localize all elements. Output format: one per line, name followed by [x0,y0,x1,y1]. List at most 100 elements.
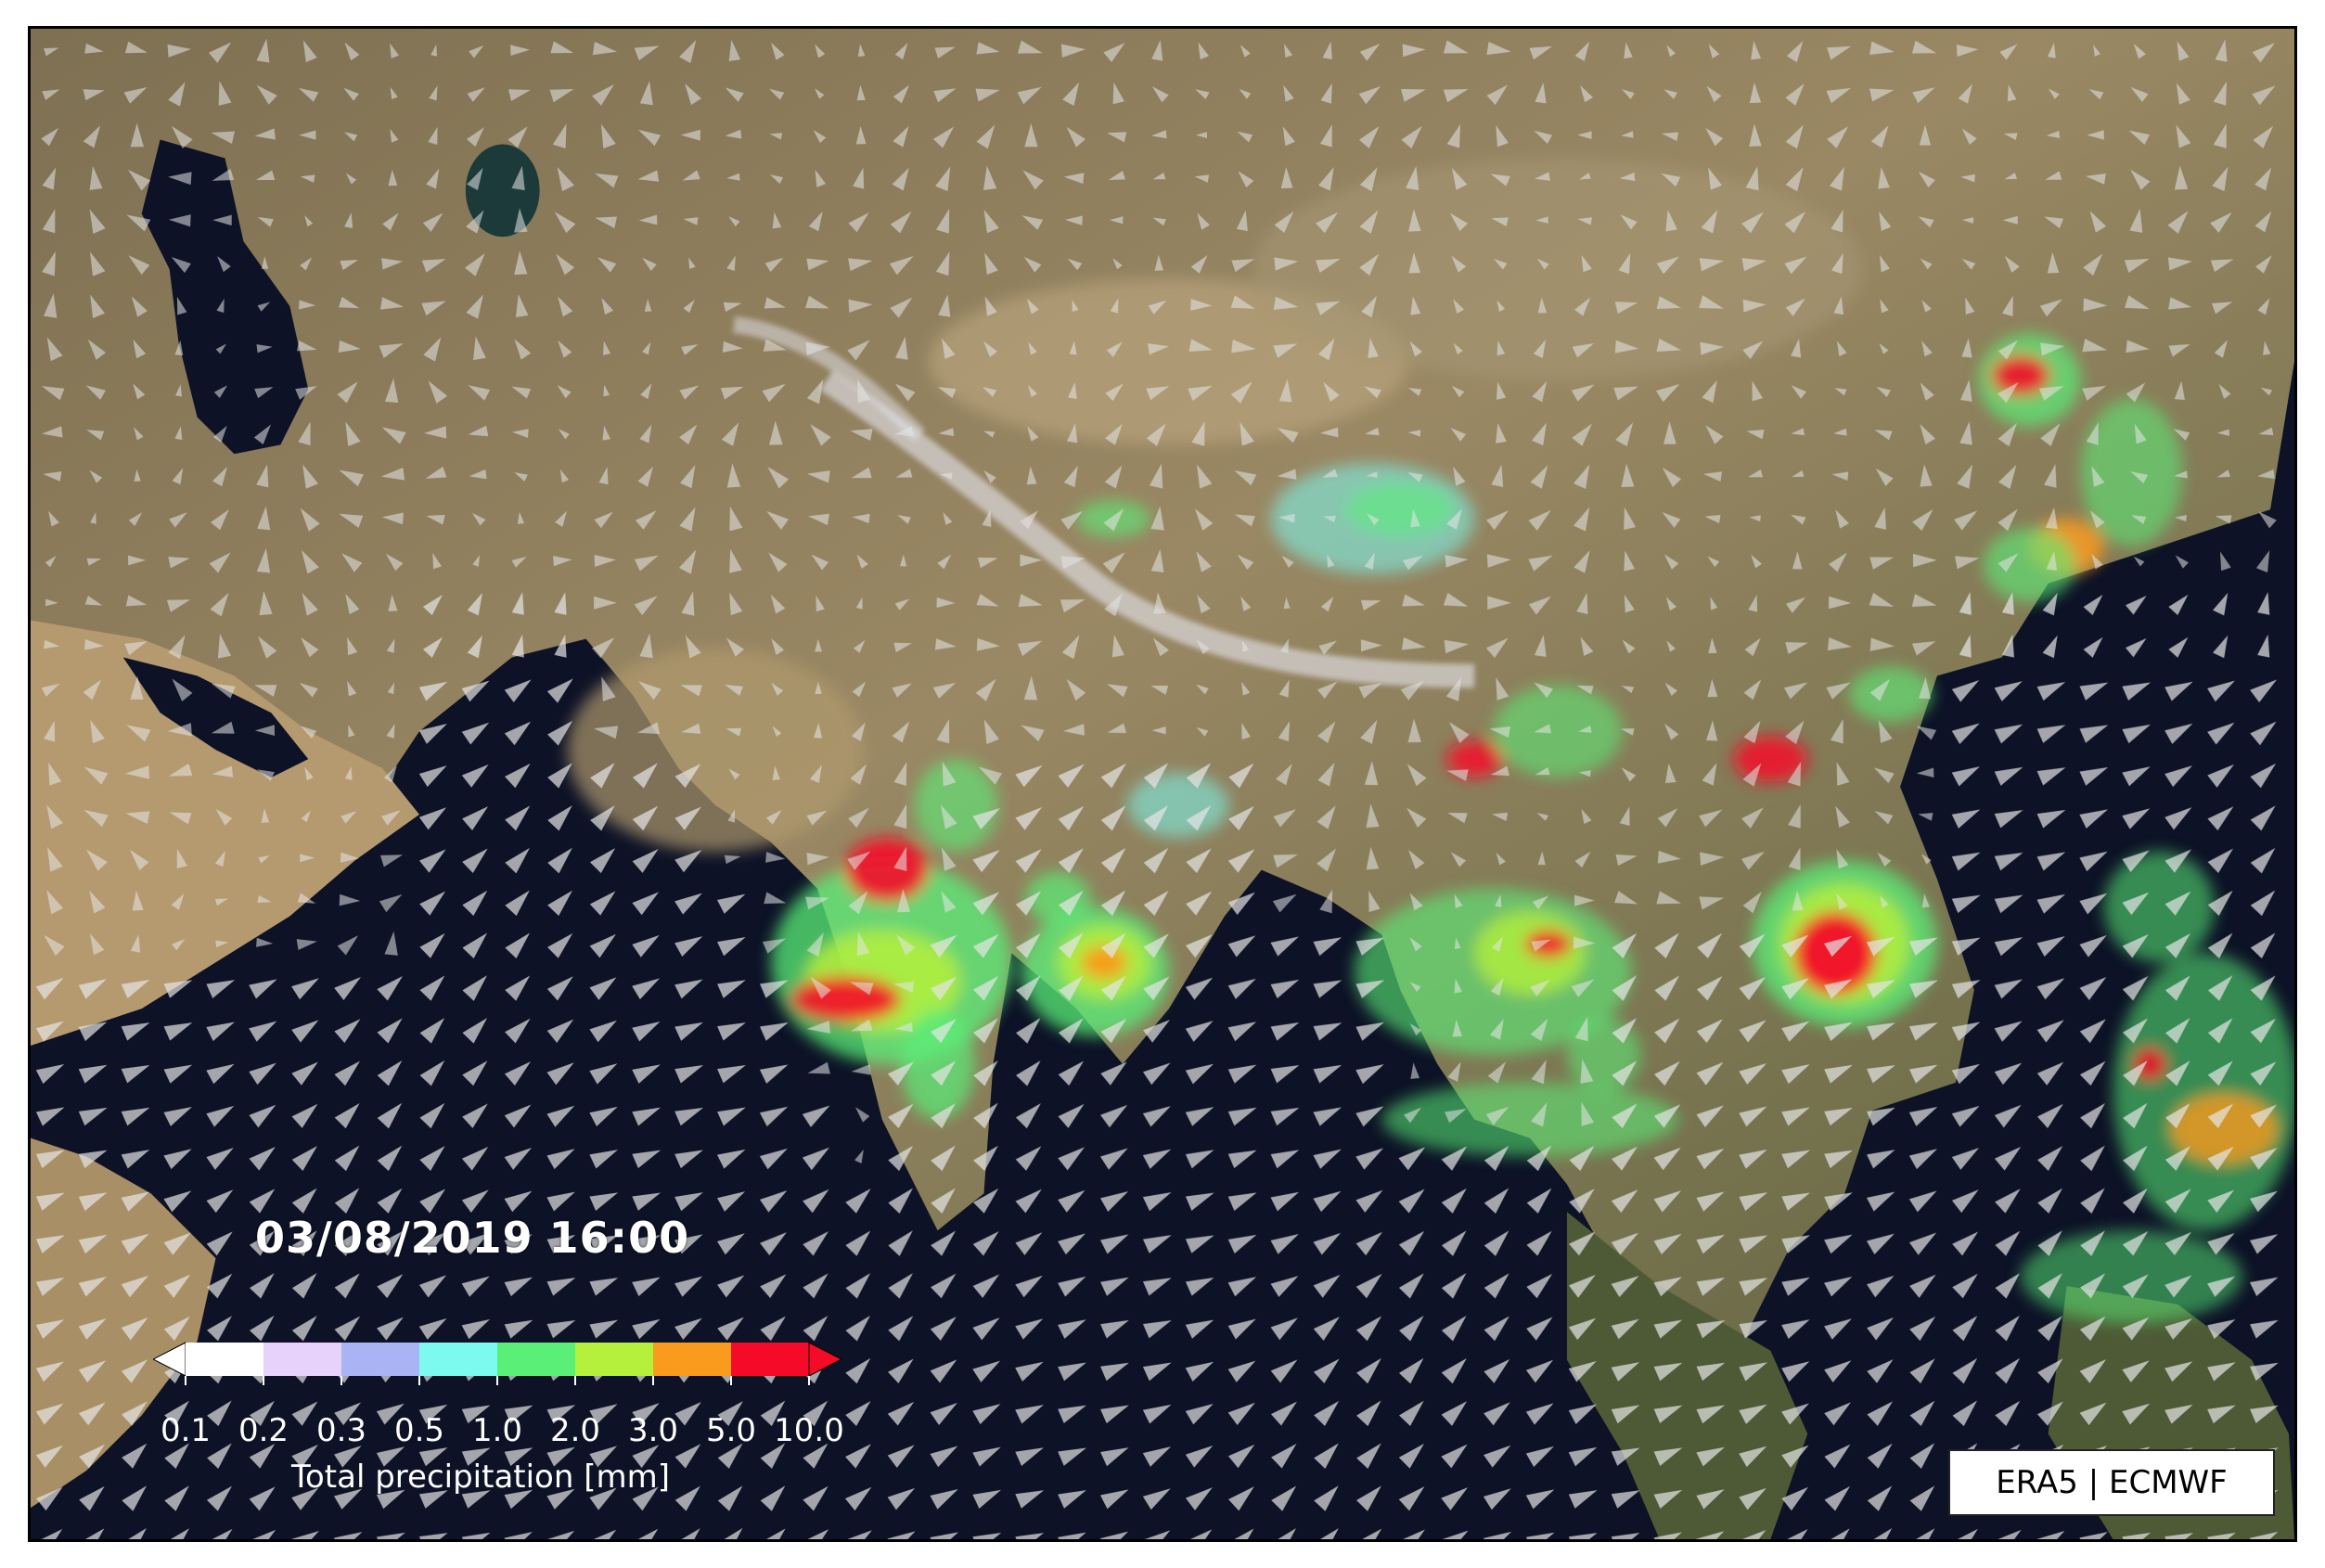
wind-arrow-icon [1270,1022,1300,1041]
wind-arrow-icon [2046,550,2058,571]
wind-arrow-icon [2083,253,2103,276]
wind-arrow-icon [1696,1234,1726,1254]
wind-arrow-icon [2036,1531,2065,1539]
wind-arrow-icon [1696,1489,1725,1510]
wind-arrow-icon [207,1400,232,1427]
wind-arrow-icon [1066,423,1078,443]
wind-arrow-icon [595,216,618,229]
wind-arrow-icon [632,1445,660,1469]
wind-arrow-icon [388,169,398,186]
wind-arrow-icon [546,1278,576,1296]
wind-arrow-icon [348,724,355,738]
wind-arrow-icon [1400,680,1424,700]
wind-arrow-icon [729,592,743,616]
wind-arrow-icon [1099,1190,1129,1213]
wind-arrow-icon [1100,932,1126,958]
wind-arrow-icon [1058,1447,1087,1466]
wind-arrow-icon [674,893,702,915]
wind-arrow-icon [1739,1319,1768,1339]
wind-arrow-icon [504,1234,533,1254]
wind-arrow-icon [254,387,274,399]
wind-arrow-icon [895,469,913,478]
wind-arrow-icon [1280,638,1290,654]
wind-arrow-icon [1781,1486,1808,1511]
wind-arrow-icon [1231,340,1256,353]
wind-arrow-icon [2079,977,2107,1000]
wind-arrow-icon [1618,252,1631,275]
wind-arrow-icon [1355,1022,1385,1041]
wind-arrow-icon [893,426,914,437]
wind-arrow-icon [1150,506,1164,531]
wind-arrow-icon [935,251,950,276]
wind-arrow-icon [2040,342,2065,356]
wind-arrow-icon [249,1146,276,1171]
wind-arrow-icon [1739,1404,1767,1424]
wind-arrow-icon [893,642,912,652]
wind-arrow-icon [2122,1360,2150,1383]
wind-arrow-icon [589,1192,619,1212]
wind-arrow-icon [760,1443,786,1469]
wind-arrow-icon [2249,1190,2278,1213]
wind-arrow-icon [679,424,698,445]
wind-arrow-icon [1185,1063,1214,1085]
wind-arrow-icon [558,429,570,440]
wind-arrow-icon [1368,890,1381,913]
wind-arrow-icon [2003,133,2018,141]
wind-arrow-icon [1997,1529,2022,1539]
wind-arrow-icon [803,1400,829,1427]
wind-arrow-icon [1186,891,1213,916]
wind-arrow-icon [1227,978,1256,999]
wind-arrow-icon [1361,295,1378,318]
wind-arrow-icon [2249,1277,2279,1297]
wind-arrow-icon [377,1102,403,1129]
wind-arrow-icon [589,1487,617,1510]
wind-arrow-icon [381,427,406,444]
wind-arrow-icon [1961,258,1976,270]
wind-arrow-icon [1619,173,1636,182]
wind-arrow-icon [2007,84,2017,102]
wind-arrow-icon [1951,937,1981,956]
wind-arrow-icon [1788,803,1801,829]
wind-arrow-icon [1021,215,1044,230]
wind-arrow-icon [2253,125,2274,149]
wind-arrow-icon [2250,847,2276,874]
wind-arrow-icon [347,636,358,656]
wind-arrow-icon [2079,893,2108,915]
wind-arrow-icon [546,976,573,1001]
wind-arrow-icon [938,294,951,317]
wind-arrow-icon [759,1064,789,1084]
wind-arrow-icon [1188,339,1214,353]
wind-arrow-icon [164,1400,189,1427]
wind-arrow-icon [941,891,957,913]
wind-arrow-icon [1496,381,1507,400]
precip-south-china-sea [2020,851,2294,1323]
wind-arrow-icon [2207,848,2234,874]
wind-arrow-icon [1955,556,1980,570]
wind-arrow-icon [1866,1191,1895,1212]
wind-arrow-icon [679,507,696,532]
wind-arrow-icon [78,1276,107,1297]
wind-arrow-icon [1995,1315,2020,1342]
wind-arrow-icon [589,1319,619,1339]
wind-arrow-icon [1531,1060,1547,1085]
wind-arrow-icon [1490,174,1510,186]
wind-arrow-icon [767,466,790,489]
wind-arrow-icon [632,978,661,1000]
wind-arrow-icon [1027,384,1038,398]
wind-arrow-icon [2122,850,2150,872]
wind-arrow-icon [42,167,57,190]
wind-arrow-icon [1908,1022,1938,1041]
wind-arrow-icon [2036,852,2066,871]
wind-arrow-icon [1705,127,1724,147]
wind-arrow-icon [1909,1358,1935,1384]
wind-arrow-icon [1705,425,1724,444]
wind-arrow-icon [1100,1362,1129,1382]
wind-arrow-icon [1786,41,1804,63]
wind-arrow-icon [1581,808,1592,825]
wind-arrow-icon [893,84,910,104]
wind-arrow-icon [1443,88,1469,103]
wind-arrow-icon [45,556,57,568]
wind-arrow-icon [172,678,193,702]
wind-arrow-icon [1568,1404,1598,1424]
wind-arrow-icon [1100,805,1126,831]
